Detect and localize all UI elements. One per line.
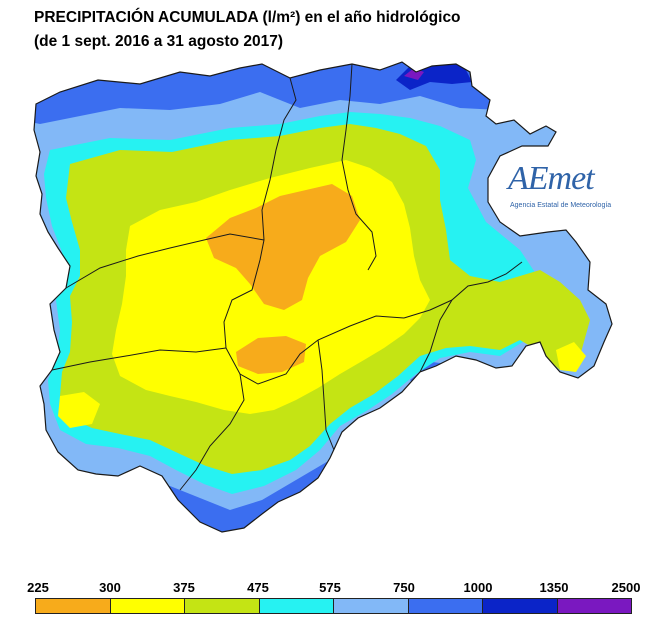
legend-label-475: 475 xyxy=(247,580,269,595)
legend-swatch-1350-2500 xyxy=(556,598,632,614)
legend-color-bar xyxy=(35,598,632,614)
precipitation-bands xyxy=(34,62,590,532)
band-300-375-east xyxy=(556,342,586,372)
legend-label-225: 225 xyxy=(27,580,49,595)
legend-label-575: 575 xyxy=(319,580,341,595)
legend-swatch-575-750 xyxy=(333,598,409,614)
legend-swatch-375-475 xyxy=(184,598,260,614)
aemet-logo-word: AEmet xyxy=(508,160,595,197)
province-borders xyxy=(51,63,523,491)
border-segovia-avila xyxy=(317,339,335,451)
border-salamanca xyxy=(51,347,227,371)
border-burgos-soria xyxy=(403,299,453,319)
title-line-1: PRECIPITACIÓN ACUMULADA (l/m²) en el año… xyxy=(34,9,461,26)
band-300-375-southwest xyxy=(58,392,100,428)
border-leon-zamora xyxy=(65,233,265,289)
band-225-300-south xyxy=(236,336,306,374)
legend-label-2500: 2500 xyxy=(611,580,641,595)
border-leon-palencia xyxy=(261,77,297,241)
border-avila-salamanca xyxy=(179,373,245,491)
legend-swatch-1000-1350 xyxy=(482,598,558,614)
legend-label-1350: 1350 xyxy=(539,580,569,595)
legend-swatch-225-300 xyxy=(35,598,111,614)
title-line-2: (de 1 sept. 2016 a 31 agosto 2017) xyxy=(34,33,283,50)
map-title: PRECIPITACIÓN ACUMULADA (l/m²) en el año… xyxy=(34,6,461,54)
legend-label-375: 375 xyxy=(173,580,195,595)
aemet-logo-subtitle: Agencia Estatal de Meteorología xyxy=(510,202,612,209)
legend-swatch-475-575 xyxy=(258,598,334,614)
aemet-logo: AEmet Agencia Estatal de Meteorología xyxy=(508,160,626,220)
border-soria xyxy=(419,261,523,373)
border-valladolid xyxy=(223,239,405,385)
band-750-1000-southwest xyxy=(120,460,340,532)
legend-label-1000: 1000 xyxy=(463,580,493,595)
border-palencia-burgos xyxy=(341,63,377,271)
legend-labels: 225 300 375 475 575 750 1000 1350 2500 xyxy=(0,580,672,598)
band-225-300-north xyxy=(206,184,360,310)
legend-label-300: 300 xyxy=(99,580,121,595)
legend-swatch-300-375 xyxy=(109,598,185,614)
legend-label-750: 750 xyxy=(393,580,415,595)
legend-swatch-750-1000 xyxy=(407,598,483,614)
